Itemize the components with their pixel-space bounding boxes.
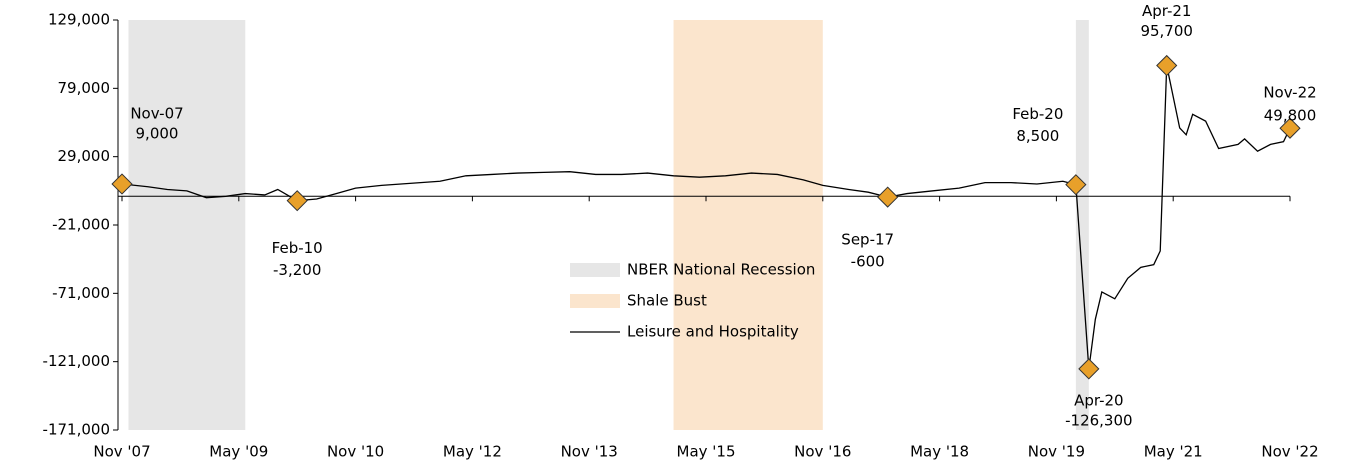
x-tick-label: May '18 (910, 443, 969, 461)
y-tick-label: 129,000 (48, 11, 110, 29)
legend-label: NBER National Recession (627, 261, 815, 279)
annotation-value: -600 (851, 253, 885, 271)
x-tick-label: Nov '13 (561, 443, 618, 461)
annotation-date: Nov-07 (130, 105, 183, 123)
marker (1065, 174, 1087, 196)
y-tick-label: -171,000 (43, 421, 110, 439)
marker (1156, 54, 1178, 77)
marker (286, 190, 308, 212)
marker (877, 186, 899, 208)
annotation-value: 95,700 (1140, 22, 1193, 40)
legend-swatch (570, 263, 620, 277)
legend-swatch (570, 294, 620, 308)
legend-label: Shale Bust (627, 292, 707, 310)
shade-band (128, 20, 246, 430)
y-tick-label: 79,000 (58, 79, 111, 97)
y-tick-label: 29,000 (58, 147, 111, 165)
marker (1078, 358, 1100, 380)
y-tick-label: -121,000 (43, 352, 110, 370)
y-tick-label: -71,000 (52, 284, 110, 302)
annotation-value: 8,500 (1016, 127, 1059, 145)
annotation-value: -126,300 (1065, 411, 1132, 429)
shade-band (673, 20, 823, 430)
x-tick-label: May '12 (443, 443, 502, 461)
legend-label: Leisure and Hospitality (627, 323, 799, 341)
x-tick-label: May '21 (1144, 443, 1203, 461)
marker (111, 173, 133, 195)
x-tick-label: May '15 (677, 443, 736, 461)
annotation-value: -3,200 (273, 261, 321, 279)
annotation-date: Feb-10 (272, 239, 323, 257)
x-tick-label: Nov '16 (794, 443, 851, 461)
x-tick-label: Nov '22 (1261, 443, 1318, 461)
annotation-value: 9,000 (136, 125, 179, 143)
annotation-date: Nov-22 (1263, 84, 1316, 102)
x-tick-label: Nov '10 (327, 443, 384, 461)
annotation-date: Sep-17 (841, 231, 894, 249)
annotation-date: Apr-21 (1142, 2, 1192, 20)
annotation-date: Feb-20 (1012, 105, 1063, 123)
y-tick-label: -21,000 (52, 216, 110, 234)
marker (1279, 117, 1301, 139)
x-tick-label: May '09 (209, 443, 268, 461)
annotation-value: 49,800 (1264, 107, 1317, 125)
data-line (121, 65, 1291, 369)
x-tick-label: Nov '07 (93, 443, 150, 461)
annotation-date: Apr-20 (1074, 391, 1124, 409)
x-tick-label: Nov '19 (1028, 443, 1085, 461)
